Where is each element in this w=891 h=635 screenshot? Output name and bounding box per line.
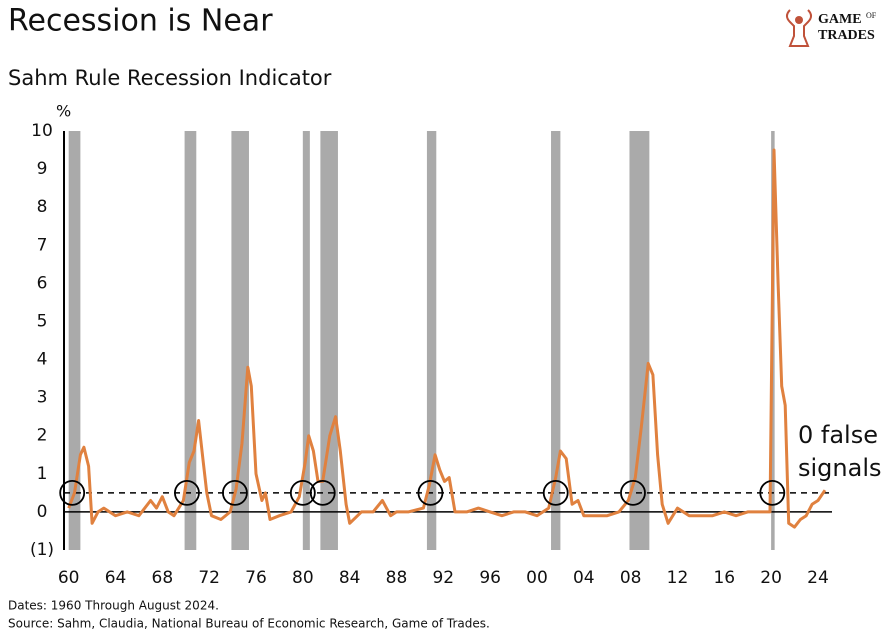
signal-circle	[309, 479, 336, 506]
signal-circle	[174, 479, 200, 506]
note: Source: Sahm, Claudia, National Bureau o…	[8, 617, 490, 631]
signal-circle	[222, 479, 248, 506]
y-tick-label: (1)	[30, 540, 54, 560]
x-tick-label: 04	[573, 568, 595, 588]
logo-text: OF	[866, 11, 877, 20]
y-axis-label: %	[56, 102, 71, 121]
y-tick-label: 6	[37, 273, 48, 293]
x-tick-label: 16	[713, 568, 735, 588]
recession-band	[68, 131, 81, 550]
signal-circle	[417, 479, 444, 506]
recession-band	[426, 131, 437, 550]
chart-title: Recession is Near	[8, 4, 273, 39]
recession-band	[320, 131, 338, 550]
x-tick-label: 80	[292, 568, 314, 588]
y-tick-label: 2	[37, 426, 48, 446]
y-tick-label: 7	[37, 235, 48, 255]
x-tick-label: 00	[526, 568, 548, 588]
y-tick-label: 4	[37, 350, 48, 370]
signal-circle	[759, 479, 786, 506]
chart-subtitle: Sahm Rule Recession Indicator	[8, 66, 332, 90]
logo-icon	[786, 9, 812, 47]
x-tick-label: 64	[105, 568, 127, 588]
x-tick-label: 84	[339, 568, 361, 588]
note: Dates: 1960 Through August 2024.	[8, 599, 219, 613]
x-tick-label: 68	[152, 568, 174, 588]
y-tick-label: 3	[37, 388, 48, 408]
logo-text: TRADES	[818, 28, 875, 43]
x-tick-label: 72	[198, 568, 220, 588]
x-tick-label: 76	[245, 568, 267, 588]
recession-band	[551, 131, 561, 550]
recession-band	[302, 131, 310, 550]
y-tick-label: 10	[31, 121, 53, 141]
recession-band	[231, 131, 249, 550]
annotation: signals	[798, 454, 882, 482]
signal-circle	[59, 479, 86, 506]
x-tick-label: 88	[386, 568, 408, 588]
x-tick-label: 96	[479, 568, 501, 588]
y-tick-label: 1	[37, 464, 48, 484]
data-line	[67, 148, 827, 529]
y-tick-label: 5	[37, 311, 48, 331]
annotation: 0 false	[798, 421, 878, 449]
x-tick-label: 20	[760, 568, 782, 588]
x-tick-label: 12	[667, 568, 689, 588]
recession-band	[629, 131, 650, 550]
logo-text: GAME	[818, 12, 862, 27]
recession-band	[184, 131, 197, 550]
y-tick-label: 9	[37, 159, 48, 179]
x-tick-label: 24	[807, 568, 829, 588]
y-tick-label: 8	[37, 197, 48, 217]
x-tick-label: 08	[620, 568, 642, 588]
x-tick-label: 60	[58, 568, 80, 588]
signal-circle	[620, 479, 646, 506]
y-tick-label: 0	[37, 502, 48, 522]
signal-circle	[289, 479, 316, 506]
x-tick-label: 92	[432, 568, 454, 588]
signal-circle	[542, 479, 569, 506]
